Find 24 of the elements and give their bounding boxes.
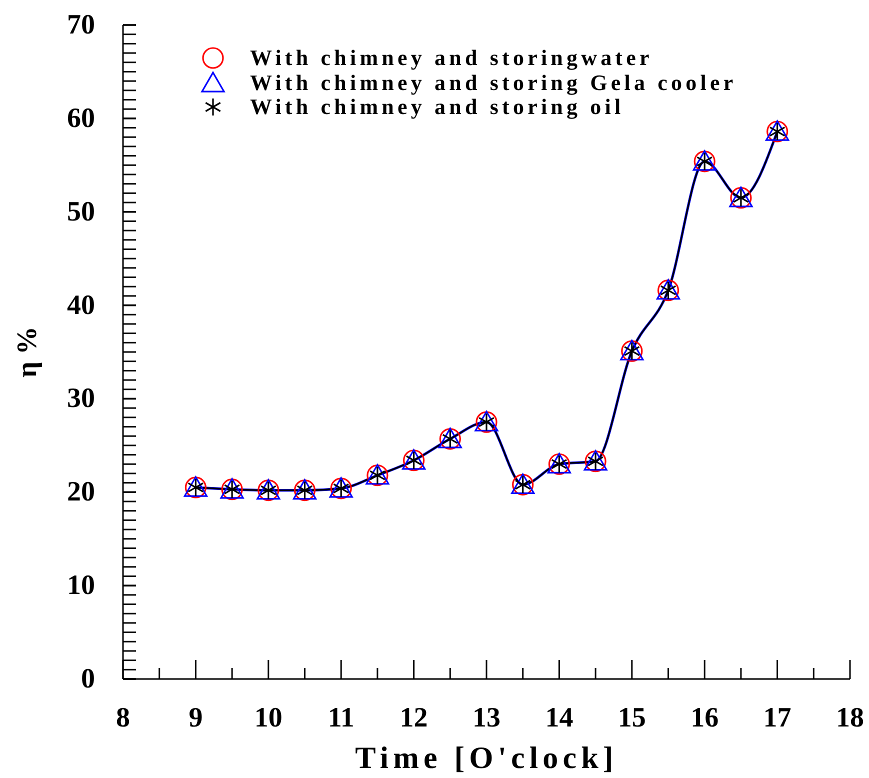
y-tick-label: 0 [81,664,95,694]
x-tick-label: 17 [763,702,792,734]
x-tick-label: 15 [618,702,646,734]
x-tick-label: 10 [254,702,282,734]
legend-label: With chimney and storing Gela cooler [250,70,737,95]
x-tick-label: 16 [690,702,719,734]
y-tick-label: 20 [67,476,95,508]
y-axis-title: η % [12,326,43,378]
x-tick-label: 14 [545,702,574,734]
x-tick-label: 12 [400,702,428,734]
x-tick-label: 11 [328,702,354,734]
y-tick-label: 40 [67,290,95,321]
legend-label: With chimney and storing oil [250,94,624,120]
y-tick-label: 10 [67,570,95,602]
y-tick-label: 60 [67,102,95,134]
x-tick-label: 9 [188,702,203,734]
y-tick-label: 70 [67,10,95,40]
y-tick-label: 50 [67,196,95,228]
x-tick-label: 18 [836,702,864,734]
x-axis-title: Time [O'clock] [355,740,618,775]
legend-label: With chimney and storingwater [250,45,653,70]
x-tick-label: 13 [472,702,500,734]
y-tick-label: 30 [67,383,95,414]
x-tick-label: 8 [116,702,130,734]
